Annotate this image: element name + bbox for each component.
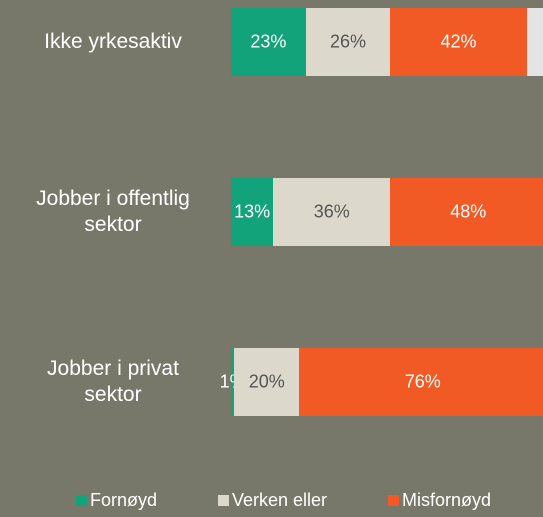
- legend-swatch: [218, 495, 229, 506]
- category-label: Jobber i privat sektor: [47, 357, 179, 406]
- bar-segment: [231, 8, 306, 76]
- bar-segment: [390, 8, 527, 76]
- legend-item: Misfornøyd: [388, 490, 491, 511]
- category-label: Jobber i offentlig sektor: [36, 187, 190, 236]
- value-label: 20%: [248, 371, 285, 392]
- bar-segment: [526, 8, 543, 76]
- bar-segment: [299, 348, 543, 416]
- value-label: 36%: [313, 201, 350, 222]
- legend-swatch: [388, 495, 399, 506]
- bar-segment: [390, 178, 543, 246]
- legend-label: Verken eller: [232, 490, 328, 510]
- value-label: 23%: [250, 31, 287, 52]
- bar-segment: [231, 348, 235, 416]
- bar-segment: [305, 8, 391, 76]
- legend-item: Fornøyd: [76, 490, 157, 511]
- legend-label: Misfornøyd: [402, 490, 492, 510]
- legend-swatch: [76, 495, 87, 506]
- value-label: 76%: [404, 371, 441, 392]
- value-label: 42%: [440, 31, 477, 52]
- legend-item: Verken eller: [218, 490, 327, 511]
- bar-segment: [231, 178, 274, 246]
- bar-segment: [234, 348, 300, 416]
- value-label: 26%: [329, 31, 367, 52]
- bar-segment: [273, 178, 391, 246]
- value-label: 48%: [450, 201, 487, 222]
- legend-label: Fornøyd: [90, 490, 158, 510]
- category-label: Ikke yrkesaktiv: [44, 30, 182, 53]
- value-label: 13%: [234, 201, 271, 222]
